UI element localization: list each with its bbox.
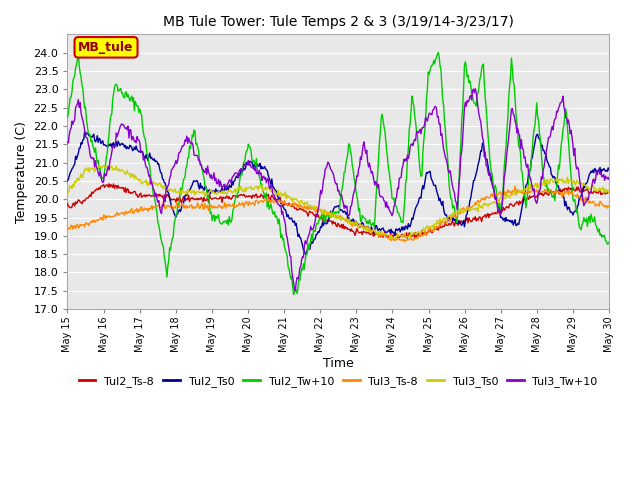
Tul2_Ts0	[605, 167, 613, 173]
Tul3_Ts-8	[472, 202, 480, 208]
Tul3_Tw+10	[384, 205, 392, 211]
Tul2_Tw+10	[473, 93, 481, 98]
Tul3_Ts-8	[605, 204, 613, 210]
Tul3_Ts0	[100, 162, 108, 168]
Tul3_Tw+10	[159, 203, 167, 209]
Tul3_Tw+10	[605, 175, 613, 180]
Tul2_Tw+10	[605, 239, 613, 245]
Y-axis label: Temperature (C): Temperature (C)	[15, 121, 28, 223]
Tul2_Ts-8	[63, 201, 71, 206]
Tul2_Ts0	[204, 191, 211, 197]
X-axis label: Time: Time	[323, 358, 354, 371]
Tul2_Ts-8	[105, 181, 113, 187]
Tul2_Ts0	[81, 129, 88, 134]
Tul3_Ts0	[384, 233, 392, 239]
Tul2_Ts-8	[605, 189, 613, 194]
Tul3_Tw+10	[426, 110, 434, 116]
Text: MB_tule: MB_tule	[78, 41, 134, 54]
Line: Tul2_Ts0: Tul2_Ts0	[67, 132, 609, 254]
Tul2_Ts0	[63, 178, 71, 183]
Tul3_Tw+10	[473, 96, 481, 102]
Tul3_Ts0	[427, 224, 435, 229]
Tul3_Ts0	[387, 236, 394, 241]
Tul3_Ts0	[204, 192, 211, 197]
Tul2_Ts-8	[310, 212, 317, 217]
Tul2_Ts0	[427, 175, 435, 180]
Tul3_Ts-8	[401, 239, 408, 245]
Tul2_Ts0	[302, 252, 310, 257]
Tul3_Ts0	[473, 205, 481, 211]
Tul3_Ts-8	[63, 227, 71, 232]
Tul3_Ts-8	[383, 234, 390, 240]
Tul2_Ts0	[310, 236, 318, 242]
Tul3_Tw+10	[310, 226, 317, 231]
Tul3_Tw+10	[203, 171, 211, 177]
Line: Tul3_Tw+10: Tul3_Tw+10	[67, 89, 609, 291]
Tul3_Ts-8	[308, 205, 316, 211]
Tul3_Ts0	[161, 183, 168, 189]
Tul2_Ts0	[473, 167, 481, 173]
Tul2_Tw+10	[204, 196, 211, 202]
Tul3_Ts-8	[159, 199, 167, 205]
Tul2_Ts-8	[204, 194, 211, 200]
Tul3_Ts0	[310, 203, 317, 209]
Tul2_Ts0	[161, 180, 168, 185]
Tul2_Ts-8	[473, 216, 481, 222]
Tul2_Tw+10	[74, 49, 82, 55]
Tul2_Ts-8	[161, 196, 168, 202]
Title: MB Tule Tower: Tule Temps 2 & 3 (3/19/14-3/23/17): MB Tule Tower: Tule Temps 2 & 3 (3/19/14…	[163, 15, 514, 29]
Tul2_Tw+10	[290, 292, 298, 298]
Tul2_Ts-8	[427, 227, 435, 233]
Tul2_Tw+10	[427, 64, 435, 70]
Tul3_Ts-8	[426, 225, 434, 230]
Tul2_Tw+10	[161, 253, 168, 259]
Line: Tul3_Ts0: Tul3_Ts0	[67, 165, 609, 239]
Tul3_Ts-8	[511, 183, 519, 189]
Tul3_Tw+10	[472, 86, 479, 92]
Tul3_Ts-8	[203, 205, 211, 211]
Legend: Tul2_Ts-8, Tul2_Ts0, Tul2_Tw+10, Tul3_Ts-8, Tul3_Ts0, Tul3_Tw+10: Tul2_Ts-8, Tul2_Ts0, Tul2_Tw+10, Tul3_Ts…	[74, 372, 602, 392]
Tul2_Ts-8	[411, 235, 419, 241]
Line: Tul2_Tw+10: Tul2_Tw+10	[67, 52, 609, 295]
Tul3_Tw+10	[291, 288, 299, 294]
Tul2_Tw+10	[63, 114, 71, 120]
Tul2_Ts-8	[384, 234, 392, 240]
Line: Tul2_Ts-8: Tul2_Ts-8	[67, 184, 609, 238]
Tul2_Tw+10	[310, 228, 318, 234]
Tul3_Ts0	[605, 189, 613, 195]
Tul2_Ts0	[385, 228, 392, 234]
Line: Tul3_Ts-8: Tul3_Ts-8	[67, 186, 609, 242]
Tul3_Tw+10	[63, 139, 71, 145]
Tul2_Tw+10	[385, 166, 392, 171]
Tul3_Ts0	[63, 192, 71, 198]
